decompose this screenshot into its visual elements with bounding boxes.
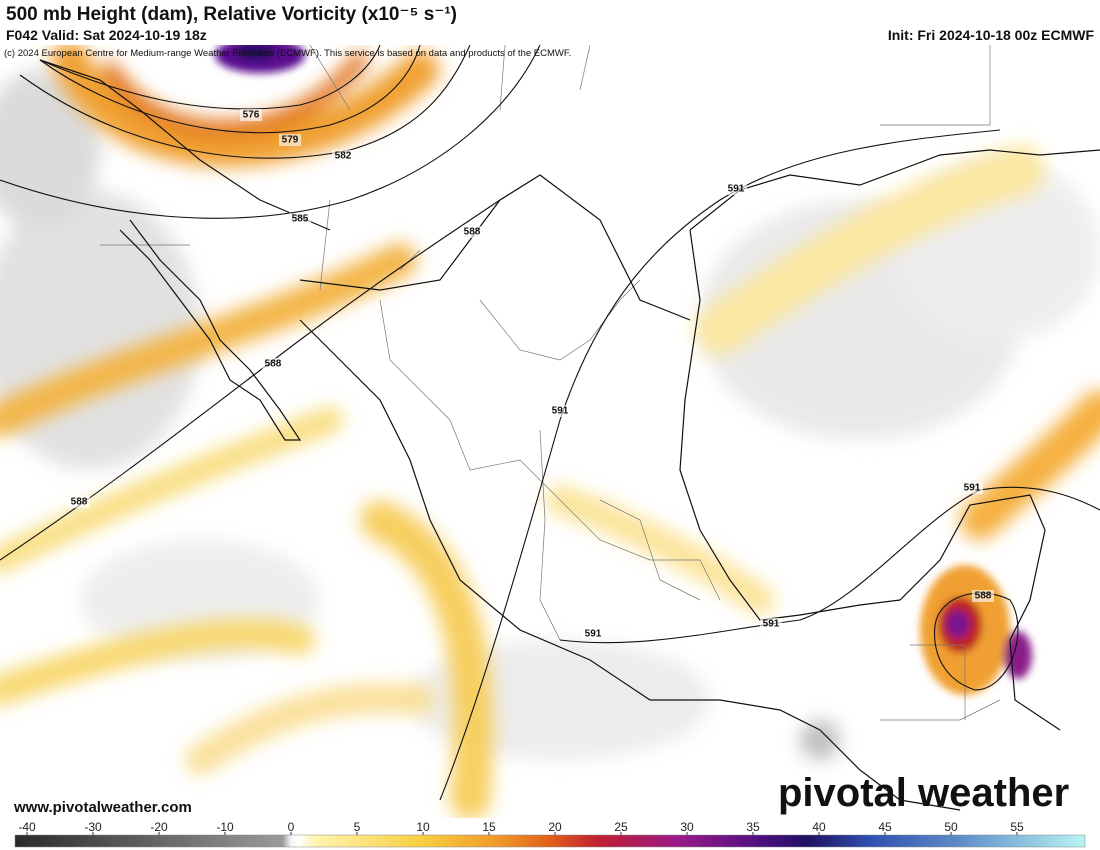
vorticity-bands [0, 45, 1100, 818]
colorbar-tick-label: 55 [1010, 820, 1024, 834]
contour-label: 591 [552, 406, 569, 417]
contour-label: 579 [282, 135, 299, 146]
map-field [0, 45, 1100, 818]
colorbar-tick-label: 15 [482, 820, 496, 834]
colorbar [14, 834, 1086, 848]
colorbar-tick-label: 40 [812, 820, 826, 834]
colorbar-tick-label: 20 [548, 820, 562, 834]
contour-label-bg [582, 628, 604, 640]
contour-label-bg [332, 150, 354, 162]
colorbar-tick-label: -40 [18, 820, 36, 834]
contour-label: 591 [585, 629, 602, 640]
contour-label-bg [68, 496, 90, 508]
colorbar-tick-label: 30 [680, 820, 694, 834]
contour-label-bg [725, 183, 747, 195]
height-contours [0, 45, 1100, 801]
contour-label-bg [240, 109, 262, 121]
contour-label-bg [262, 358, 284, 370]
borders [100, 45, 1001, 721]
colorbar-tick-label: 5 [354, 820, 361, 834]
contour-label-bg [961, 482, 983, 494]
contour-label-bg [760, 618, 782, 630]
contour-label: 588 [265, 359, 282, 370]
website: www.pivotalweather.com [13, 799, 192, 816]
colorbar-tick-label: 35 [746, 820, 760, 834]
colorbar-tick-label: -20 [150, 820, 168, 834]
contour-label-bg [279, 134, 301, 146]
contour-label: 576 [243, 110, 260, 121]
init-time: Init: Fri 2024-10-18 00z ECMWF [888, 27, 1095, 43]
valid-time: F042 Valid: Sat 2024-10-19 18z [6, 27, 207, 43]
contour-label-bg [972, 590, 994, 602]
contour-label: 591 [728, 184, 745, 195]
colorbar-tick-label: -10 [216, 820, 234, 834]
credit: (c) 2024 European Centre for Medium-rang… [4, 48, 571, 59]
title: 500 mb Height (dam), Relative Vorticity … [6, 4, 457, 25]
colorbar-tick-label: 25 [614, 820, 628, 834]
colorbar-tick-label: 50 [944, 820, 958, 834]
contour-label: 588 [464, 227, 481, 238]
contour-label: 582 [335, 151, 352, 162]
contour-label: 588 [975, 591, 992, 602]
contour-label: 591 [964, 483, 981, 494]
contour-label: 588 [71, 497, 88, 508]
logo: pivotal weather [778, 771, 1069, 815]
contour-label: 585 [292, 214, 309, 225]
contour-label-bg [549, 405, 571, 417]
contour-label: 591 [763, 619, 780, 630]
coastlines [39, 59, 1100, 811]
contour-label-bg [289, 213, 311, 225]
colorbar-tick-label: 45 [878, 820, 892, 834]
colorbar-tick-label: 0 [288, 820, 295, 834]
colorbar-tick-label: -30 [84, 820, 102, 834]
contour-label-bg [461, 226, 483, 238]
colorbar-tick-label: 10 [416, 820, 430, 834]
